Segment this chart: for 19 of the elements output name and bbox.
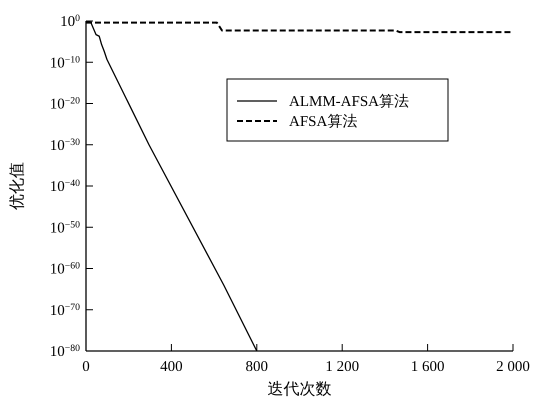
x-tick-label: 800 xyxy=(246,359,268,375)
x-axis-title: 迭代次数 xyxy=(268,380,332,398)
x-tick-label: 1 600 xyxy=(410,359,444,375)
x-tick-label: 2 000 xyxy=(496,359,530,375)
x-tick-label: 400 xyxy=(160,359,183,375)
y-tick-label: 10$^{−10}$ xyxy=(50,54,80,72)
legend-label: AFSA算法 xyxy=(289,113,358,130)
y-tick-label: 10$^{−30}$ xyxy=(50,136,80,154)
x-tick-label: 0 xyxy=(82,359,90,375)
legend-label: ALMM-AFSA算法 xyxy=(289,93,410,110)
y-tick-label: 10$^{−50}$ xyxy=(50,218,80,236)
y-tick-label: 10$^{−40}$ xyxy=(50,178,80,195)
y-axis-title: 优化值 xyxy=(9,162,26,210)
y-tick-label: 10$^{−60}$ xyxy=(50,260,80,278)
y-tick-label: 10$^{−20}$ xyxy=(50,95,80,112)
y-tick-label: 10$^{−80}$ xyxy=(50,342,80,360)
y-tick-label: 10$^{−70}$ xyxy=(50,301,80,319)
x-tick-label: 1 200 xyxy=(325,359,360,375)
y-tick-label: 10$^{0}$ xyxy=(60,12,80,30)
